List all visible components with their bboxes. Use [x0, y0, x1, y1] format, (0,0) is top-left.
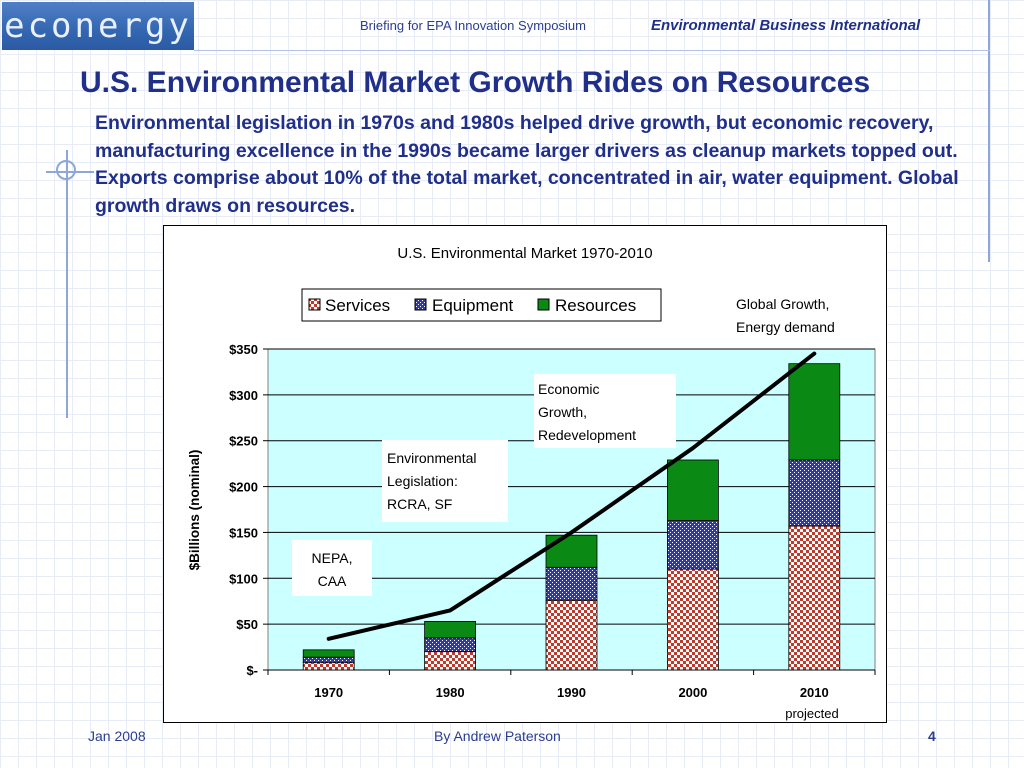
footer-author: By Andrew Paterson: [434, 728, 561, 744]
annotation-legislation-line2: Legislation:: [387, 473, 458, 489]
header-divider-vertical: [988, 0, 990, 262]
annotation-nepa-box: [292, 540, 372, 596]
x-tick-label: 1970: [314, 685, 343, 700]
y-tick-label: $300: [229, 388, 258, 403]
annotation-nepa-line2: CAA: [318, 573, 347, 589]
legend-swatch-services: [308, 298, 321, 311]
crosshair-circle-decoration: [56, 160, 76, 180]
legend: Services Equipment Resources: [301, 288, 662, 322]
annotation-legislation-line3: RCRA, SF: [387, 496, 452, 512]
slide-body-text: Environmental legislation in 1970s and 1…: [95, 112, 959, 217]
bar-segment-services: [788, 525, 841, 671]
chart-container: $- $50 $100 $150 $200 $250 $300 $350 1970 1980 19…: [163, 225, 887, 723]
econergy-logo: econergy: [2, 2, 194, 50]
logo-text: econergy: [4, 6, 192, 46]
x-tick-label: 2000: [678, 685, 707, 700]
legend-swatch-equipment: [414, 298, 427, 311]
y-tick-label: $150: [229, 525, 258, 540]
y-axis-label: $Billions (nominal): [187, 450, 202, 571]
y-tick-label: $350: [229, 342, 258, 357]
annotation-legislation-box: [382, 440, 508, 522]
stacked-bar-chart: $-$50$100$150$200$250$300$350 1970 1980 19…: [187, 245, 876, 721]
y-tick-label: $50: [236, 617, 258, 632]
header-divider-horizontal: [194, 50, 990, 51]
chart-title: U.S. Environmental Market 1970-2010: [397, 245, 652, 262]
bar-segment-resources: [424, 620, 476, 639]
header-organization: Environmental Business International: [651, 17, 921, 34]
y-tick-label: $250: [229, 434, 258, 449]
x-tick-label: 1990: [557, 685, 586, 700]
y-axis-ticks: $- $50 $100 $150 $200 $250 $300 $350: [229, 342, 268, 678]
bar-segment-services: [302, 662, 355, 671]
annotation-nepa: NEPA, CAA: [292, 540, 372, 596]
footer-date: Jan 2008: [88, 728, 146, 744]
annotation-nepa-line1: NEPA,: [312, 550, 353, 566]
bar-segment-resources: [667, 459, 719, 521]
legend-swatch-resources: [537, 298, 550, 311]
annotation-global-line1: Global Growth,: [736, 296, 829, 312]
bar-segment-equipment: [788, 459, 841, 527]
bar-segment-resources: [788, 363, 841, 461]
x-tick-label: 1980: [436, 685, 465, 700]
trend-line-path: [326, 351, 817, 641]
annotation-global-growth: Global Growth, Energy demand: [736, 296, 835, 335]
annotation-economic: Economic Growth, Redevelopment: [534, 374, 676, 448]
x-axis-ticks: 1970 1980 1990 2000 2010: [267, 670, 876, 700]
annotation-economic-box: [534, 374, 676, 448]
bar-segment-equipment: [667, 520, 719, 570]
annotation-economic-line2: Growth,: [538, 404, 587, 420]
annotation-legislation: Environmental Legislation: RCRA, SF: [382, 440, 508, 522]
slide-title: U.S. Environmental Market Growth Rides o…: [80, 66, 871, 99]
legend-label-services: Services: [325, 296, 390, 315]
footer-page-number: 4: [928, 728, 936, 744]
x-tick-label: 2010: [800, 685, 829, 700]
header-subtitle: Briefing for EPA Innovation Symposium: [360, 18, 586, 33]
y-tick-label: $100: [229, 571, 258, 586]
x-category-note-projected: projected: [785, 706, 838, 721]
bars: [302, 363, 841, 671]
bar-segment-services: [424, 651, 476, 671]
left-divider-vertical: [66, 150, 68, 418]
bar-segment-services: [545, 599, 598, 671]
bar-segment-equipment: [302, 656, 355, 664]
bar-segment-services: [667, 568, 719, 671]
bar-segment-resources: [545, 534, 598, 568]
legend-label-equipment: Equipment: [432, 296, 514, 315]
y-tick-label: $200: [229, 480, 258, 495]
trend-line: [326, 351, 817, 641]
bar-segment-equipment: [424, 637, 476, 653]
annotation-global-line2: Energy demand: [736, 319, 835, 335]
annotation-economic-line1: Economic: [538, 381, 599, 397]
bar-segment-equipment: [545, 566, 598, 601]
y-tick-label: $-: [246, 663, 258, 678]
legend-box: [301, 288, 662, 322]
bar-segment-resources: [302, 649, 355, 658]
annotation-legislation-line1: Environmental: [387, 450, 477, 466]
legend-label-resources: Resources: [555, 296, 636, 315]
annotation-economic-line3: Redevelopment: [538, 427, 636, 443]
